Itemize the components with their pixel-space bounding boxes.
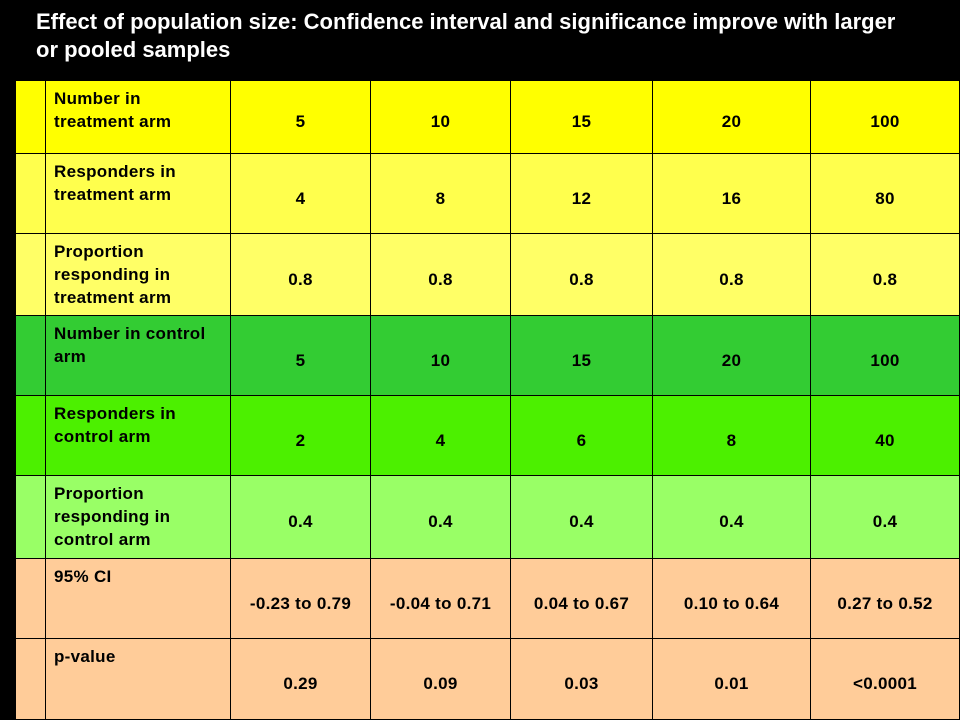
data-table: Number in treatment arm 5 10 15 20 100 Respond… bbox=[15, 80, 960, 720]
table-cell: 0.4 bbox=[370, 475, 511, 559]
table-cell: 2 bbox=[230, 395, 371, 476]
row-marker bbox=[15, 315, 46, 396]
table-row: Proportion responding in control arm 0.4 0… bbox=[15, 475, 960, 559]
row-marker bbox=[15, 80, 46, 154]
table-cell: -0.23 to 0.79 bbox=[230, 558, 371, 639]
table-cell: 4 bbox=[370, 395, 511, 476]
row-marker bbox=[15, 638, 46, 720]
table-cell: -0.04 to 0.71 bbox=[370, 558, 511, 639]
table-row: Responders in treatment arm 4 8 12 16 80 bbox=[15, 153, 960, 234]
table-row: Proportion responding in treatment arm 0.… bbox=[15, 233, 960, 316]
row-label: Number in treatment arm bbox=[45, 80, 231, 154]
table-cell: 0.4 bbox=[230, 475, 371, 559]
table-cell: 0.01 bbox=[652, 638, 811, 720]
table-row: Number in control arm 5 10 15 20 100 bbox=[15, 315, 960, 396]
row-marker bbox=[15, 558, 46, 639]
table-cell: 0.27 to 0.52 bbox=[810, 558, 960, 639]
slide-title: Effect of population size: Confidence in… bbox=[36, 9, 896, 62]
table-cell: 5 bbox=[230, 80, 371, 154]
table-cell: 0.03 bbox=[510, 638, 653, 720]
table-cell: 0.29 bbox=[230, 638, 371, 720]
table-row: 95% CI -0.23 to 0.79 -0.04 to 0.71 0.04 to … bbox=[15, 558, 960, 639]
table-cell: 0.8 bbox=[370, 233, 511, 316]
table-cell: 8 bbox=[370, 153, 511, 234]
table-cell: 10 bbox=[370, 315, 511, 396]
row-marker bbox=[15, 233, 46, 316]
table-cell: 4 bbox=[230, 153, 371, 234]
row-marker bbox=[15, 153, 46, 234]
row-label: 95% CI bbox=[45, 558, 231, 639]
row-label: Number in control arm bbox=[45, 315, 231, 396]
table-body: Number in treatment arm 5 10 15 20 100 Respond… bbox=[15, 80, 960, 720]
row-label: Proportion responding in control arm bbox=[45, 475, 231, 559]
row-label: Responders in control arm bbox=[45, 395, 231, 476]
table-cell: 15 bbox=[510, 80, 653, 154]
table-cell: 0.4 bbox=[510, 475, 653, 559]
table-cell: 8 bbox=[652, 395, 811, 476]
table-cell: 20 bbox=[652, 315, 811, 396]
table-cell: 6 bbox=[510, 395, 653, 476]
table-cell: 0.04 to 0.67 bbox=[510, 558, 653, 639]
table-cell: 5 bbox=[230, 315, 371, 396]
table-cell: 0.4 bbox=[652, 475, 811, 559]
row-label: Responders in treatment arm bbox=[45, 153, 231, 234]
table-cell: 16 bbox=[652, 153, 811, 234]
table-row: Number in treatment arm 5 10 15 20 100 bbox=[15, 80, 960, 154]
table-cell: 15 bbox=[510, 315, 653, 396]
table-cell: 0.8 bbox=[510, 233, 653, 316]
row-label: Proportion responding in treatment arm bbox=[45, 233, 231, 316]
row-marker bbox=[15, 395, 46, 476]
table-cell: 40 bbox=[810, 395, 960, 476]
table-cell: 0.10 to 0.64 bbox=[652, 558, 811, 639]
row-label: p-value bbox=[45, 638, 231, 720]
table-cell: 0.8 bbox=[230, 233, 371, 316]
row-marker bbox=[15, 475, 46, 559]
table-cell: 0.8 bbox=[652, 233, 811, 316]
table-cell: 20 bbox=[652, 80, 811, 154]
table-cell: 10 bbox=[370, 80, 511, 154]
table-row: Responders in control arm 2 4 6 8 40 bbox=[15, 395, 960, 476]
table-cell: 0.8 bbox=[810, 233, 960, 316]
table-cell: <0.0001 bbox=[810, 638, 960, 720]
table-cell: 100 bbox=[810, 315, 960, 396]
table-cell: 100 bbox=[810, 80, 960, 154]
table-cell: 0.09 bbox=[370, 638, 511, 720]
table-cell: 12 bbox=[510, 153, 653, 234]
table-row: p-value 0.29 0.09 0.03 0.01 <0.0001 bbox=[15, 638, 960, 720]
table-cell: 0.4 bbox=[810, 475, 960, 559]
table-cell: 80 bbox=[810, 153, 960, 234]
